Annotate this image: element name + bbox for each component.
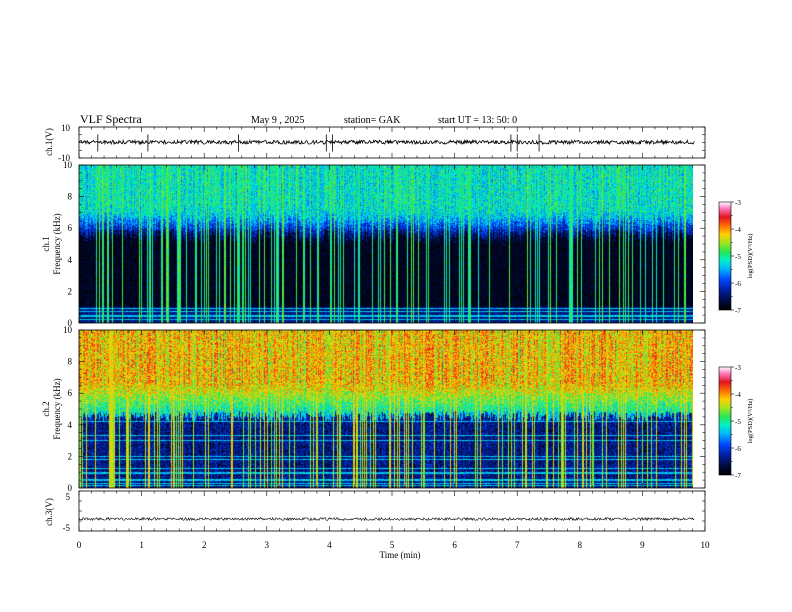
ch2-colorbar-scale — [718, 366, 732, 476]
time-axis-tick-label: 6 — [452, 540, 457, 550]
date-label: May 9 , 2025 — [251, 115, 304, 126]
ch2-colorbar-tick-label: -4 — [735, 391, 741, 399]
ch1-ylabel: ch.1(V) — [44, 128, 54, 156]
ch2-frequency-tick-label: 2 — [68, 451, 73, 461]
ch1-spectrogram-image — [79, 165, 693, 323]
ch2-frequency-tick-label: 8 — [68, 357, 73, 367]
time-axis-label: Time (min) — [380, 550, 421, 560]
ch1-frequency-tick-labels: 0 2 4 6 8 10 — [63, 160, 73, 328]
ch1-channel-label: ch.1 — [41, 236, 51, 251]
ch2-frequency-tick-label: 10 — [63, 325, 73, 335]
ch2-colorbar-tick-label: -3 — [735, 364, 741, 372]
ch3-waveform-frame — [78, 490, 706, 532]
ch1-colorbar: -3 -4 -5 -6 -7 log(PSD)(V²/Hz) — [718, 199, 754, 315]
ch3-axis-ticks — [78, 490, 706, 532]
time-axis-tick-label: 5 — [390, 540, 395, 550]
ch3-ytick-top: 5 — [66, 492, 71, 502]
ch1-spectrogram-ticks — [78, 164, 706, 324]
ch1-frequency-tick-label: 6 — [68, 223, 73, 233]
chart-title: VLF Spectra — [80, 112, 142, 126]
ch1-waveform-trace — [78, 134, 695, 152]
time-axis-tick-label: 9 — [640, 540, 645, 550]
ch1-frequency-ylabel: Frequency (kHz) — [52, 213, 62, 274]
ch2-frequency-tick-label: 0 — [68, 483, 73, 493]
station-label: station= GAK — [344, 115, 401, 126]
ch2-frequency-ylabel: Frequency (kHz) — [52, 378, 62, 439]
ch2-colorbar-label: log(PSD)(V²/Hz) — [747, 399, 754, 444]
ch2-colorbar-ticks — [731, 366, 734, 476]
ch1-colorbar-ticks — [731, 201, 734, 311]
time-axis-tick-label: 10 — [701, 540, 711, 550]
ch1-colorbar-tick-label: -6 — [735, 280, 741, 288]
ch2-frequency-tick-label: 4 — [68, 420, 73, 430]
ch1-frequency-tick-label: 0 — [68, 318, 73, 328]
start-time-label: start UT = 13: 50: 0 — [438, 115, 517, 126]
time-axis-tick-label: 4 — [327, 540, 332, 550]
ch1-frequency-tick-label: 4 — [68, 255, 73, 265]
ch1-colorbar-scale — [718, 201, 732, 311]
ch1-colorbar-tick-label: -7 — [735, 307, 741, 315]
time-axis-tick-label: 0 — [77, 540, 82, 550]
ch2-frequency-tick-label: 6 — [68, 388, 73, 398]
ch1-frequency-tick-label: 2 — [68, 286, 73, 296]
ch3-waveform-trace — [78, 516, 695, 522]
time-axis-tick-label: 3 — [265, 540, 270, 550]
ch1-colorbar-tick-label: -5 — [735, 253, 741, 261]
ch1-colorbar-label: log(PSD)(V²/Hz) — [747, 234, 754, 279]
time-axis-tick-label: 7 — [515, 540, 520, 550]
ch1-ytick-bottom: -10 — [58, 153, 70, 163]
time-axis-tick-label: 8 — [578, 540, 583, 550]
ch2-spectrogram-ticks — [78, 329, 706, 489]
ch1-frequency-tick-label: 10 — [63, 160, 73, 170]
ch2-spectrogram-image — [79, 330, 693, 488]
ch3-ytick-bottom: -5 — [63, 523, 71, 533]
ch2-colorbar-tick-label: -6 — [735, 445, 741, 453]
ch2-colorbar: -3 -4 -5 -6 -7 log(PSD)(V²/Hz) — [718, 364, 754, 480]
ch3-ylabel: ch.3(V) — [44, 498, 54, 526]
ch3-waveform-panel: 5 -5 ch.3(V) — [44, 490, 706, 533]
ch1-waveform-panel: 10 -10 ch.1(V) — [44, 123, 706, 163]
ch2-channel-label: ch.2 — [41, 401, 51, 416]
ch2-colorbar-tick-label: -7 — [735, 472, 741, 480]
ch1-axis-ticks — [78, 126, 706, 159]
time-axis-tick-label: 2 — [202, 540, 207, 550]
ch2-spectrogram-panel: 0 2 4 6 8 10 ch.2 Frequency (kHz) — [41, 325, 706, 493]
time-axis-tick-labels: 0 1 2 3 4 5 6 7 8 9 10 — [77, 540, 710, 550]
ch2-frequency-tick-labels: 0 2 4 6 8 10 — [63, 325, 73, 493]
ch1-colorbar-tick-label: -4 — [735, 226, 741, 234]
ch1-frequency-tick-label: 8 — [68, 192, 73, 202]
ch1-spectrogram-panel: 0 2 4 6 8 10 ch.1 Frequency (kHz) — [41, 160, 706, 328]
time-axis-tick-label: 1 — [139, 540, 144, 550]
ch1-colorbar-tick-label: -3 — [735, 199, 741, 207]
ch2-colorbar-tick-label: -5 — [735, 418, 741, 426]
ch1-ytick-top: 10 — [61, 123, 71, 133]
